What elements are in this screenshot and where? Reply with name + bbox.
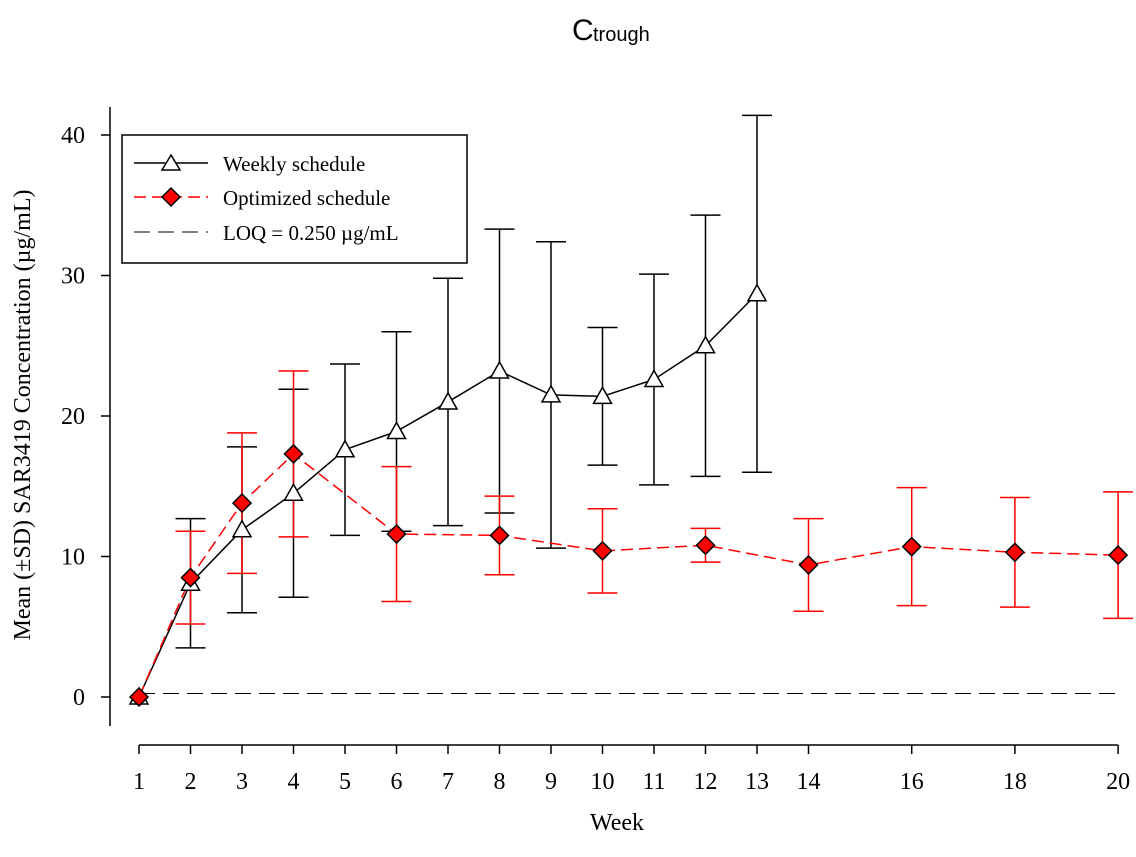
weekly-point-11 bbox=[643, 368, 665, 388]
y-axis-label: Mean (±SD) SAR3419 Concentration (µg/mL) bbox=[10, 190, 36, 641]
x-tick-label-11: 11 bbox=[642, 769, 665, 795]
optimized-point-12 bbox=[695, 535, 716, 556]
weekly-point-8 bbox=[489, 360, 510, 379]
series-layer bbox=[128, 114, 1134, 708]
legend-weekly-label: Weekly schedule bbox=[223, 152, 365, 176]
x-tick-label-18: 18 bbox=[1003, 769, 1027, 795]
optimized-point-8 bbox=[489, 525, 510, 546]
weekly-point-3 bbox=[231, 519, 253, 538]
legend-optimized-label: Optimized schedule bbox=[223, 186, 390, 210]
weekly-point-12 bbox=[695, 335, 716, 354]
x-tick-label-16: 16 bbox=[900, 769, 924, 795]
weekly-point-13 bbox=[746, 283, 768, 302]
x-tick-label-3: 3 bbox=[236, 769, 248, 795]
x-tick-label-6: 6 bbox=[391, 769, 403, 795]
x-tick-label-4: 4 bbox=[288, 769, 300, 795]
x-tick-label-10: 10 bbox=[591, 769, 615, 795]
y-tick-label-40: 40 bbox=[61, 123, 85, 149]
x-tick-label-8: 8 bbox=[494, 769, 506, 795]
x-tick-label-1: 1 bbox=[133, 769, 145, 795]
legend: Weekly schedule Optimized schedule LOQ =… bbox=[121, 134, 468, 264]
weekly-point-5 bbox=[334, 439, 356, 458]
optimized-point-2 bbox=[180, 567, 201, 588]
optimized-point-3 bbox=[231, 493, 253, 514]
optimized-point-16 bbox=[901, 536, 922, 557]
y-tick-label-10: 10 bbox=[61, 545, 85, 571]
optimized-point-1 bbox=[128, 686, 150, 708]
weekly-point-4 bbox=[283, 482, 304, 502]
y-ticks: 0 10 20 30 40 bbox=[61, 123, 110, 711]
optimized-point-20 bbox=[1108, 545, 1129, 566]
weekly-point-10 bbox=[592, 385, 613, 405]
title-subscript: trough bbox=[593, 24, 650, 46]
x-tick-label-2: 2 bbox=[185, 769, 197, 795]
x-tick-label-20: 20 bbox=[1106, 769, 1130, 795]
optimized-point-6 bbox=[386, 523, 407, 545]
weekly-point-6 bbox=[386, 420, 407, 440]
legend-box bbox=[121, 134, 468, 264]
x-tick-label-12: 12 bbox=[694, 769, 718, 795]
x-tick-label-7: 7 bbox=[442, 769, 454, 795]
optimized-point-14 bbox=[798, 554, 819, 575]
y-tick-label-30: 30 bbox=[61, 264, 85, 290]
legend-loq-label: LOQ = 0.250 µg/mL bbox=[223, 221, 399, 245]
optimized-line bbox=[138, 452, 1119, 698]
x-ticks: 1 2 3 4 5 6 7 8 9 10 11 12 13 14 16 18 20 bbox=[133, 745, 1130, 795]
weekly-point-7 bbox=[437, 391, 459, 410]
x-axis-label: Week bbox=[590, 810, 644, 836]
chart-title: C trough bbox=[572, 14, 650, 47]
weekly-point-9 bbox=[540, 384, 562, 403]
x-tick-label-14: 14 bbox=[797, 769, 821, 795]
title-main: C bbox=[572, 14, 594, 47]
legend-weekly-marker bbox=[160, 153, 182, 171]
optimized-markers bbox=[128, 443, 1129, 708]
legend-optimized-marker bbox=[160, 186, 182, 208]
y-tick-label-20: 20 bbox=[61, 404, 85, 430]
x-tick-label-5: 5 bbox=[339, 769, 351, 795]
optimized-point-10 bbox=[592, 540, 613, 561]
optimized-point-18 bbox=[1004, 542, 1025, 563]
y-tick-label-0: 0 bbox=[73, 685, 85, 711]
optimized-point-4 bbox=[283, 443, 304, 464]
x-tick-label-9: 9 bbox=[545, 769, 557, 795]
x-tick-label-13: 13 bbox=[745, 769, 769, 795]
